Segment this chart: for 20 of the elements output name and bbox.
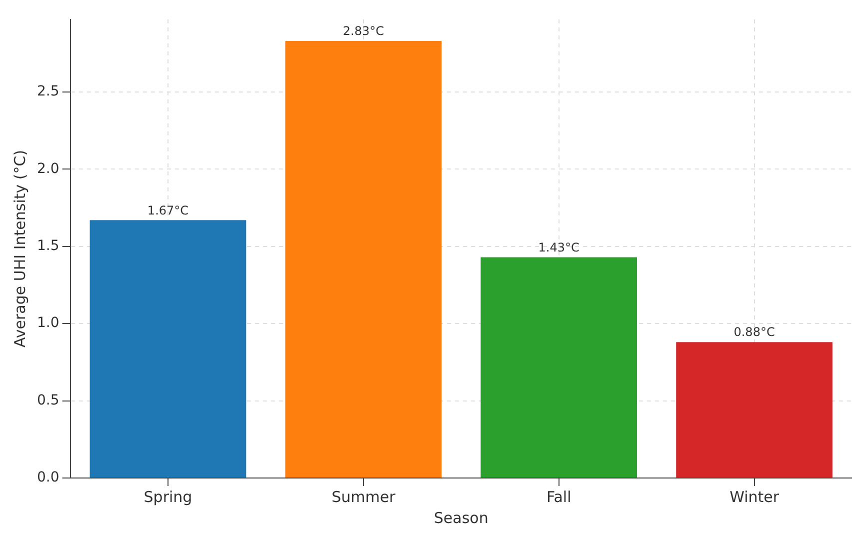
data-label: 2.83°C	[342, 24, 384, 38]
y-tick-label: 2.5	[37, 84, 60, 100]
bar	[285, 41, 442, 478]
y-tick-label: 0.0	[37, 470, 60, 486]
x-axis-title: Season	[434, 508, 488, 527]
x-tick-label: Winter	[730, 488, 780, 506]
y-tick-label: 1.0	[37, 315, 60, 332]
x-tick-label: Summer	[332, 488, 396, 506]
y-tick-label: 1.5	[37, 238, 60, 254]
bar	[480, 257, 638, 478]
data-label: 0.88°C	[734, 325, 775, 340]
bar	[676, 342, 832, 478]
data-label: 1.43°C	[538, 240, 580, 254]
x-tick-label: Spring	[144, 488, 192, 506]
bar	[90, 220, 246, 478]
x-tick-label: Fall	[546, 488, 572, 506]
data-label: 1.67°C	[147, 203, 189, 218]
y-tick-label: 0.5	[37, 392, 60, 408]
y-tick-label: 2.0	[37, 160, 60, 177]
y-axis-title: Average UHI Intensity (°C)	[10, 150, 29, 348]
